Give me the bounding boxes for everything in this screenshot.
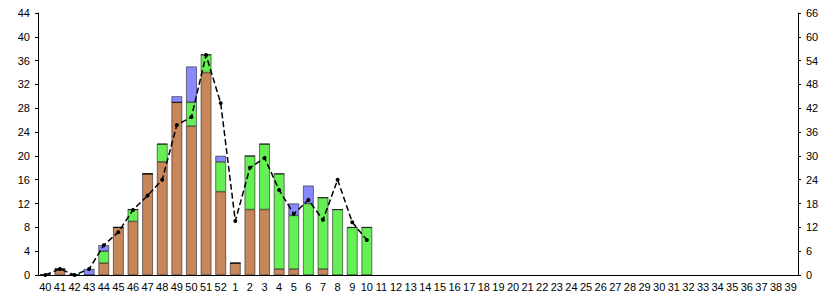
svg-text:4: 4	[276, 281, 282, 293]
svg-text:5: 5	[291, 281, 297, 293]
svg-text:12: 12	[18, 198, 30, 210]
svg-text:0: 0	[806, 269, 812, 281]
svg-text:52: 52	[215, 281, 227, 293]
svg-text:36: 36	[806, 126, 818, 138]
svg-text:37: 37	[755, 281, 767, 293]
svg-text:28: 28	[624, 281, 636, 293]
svg-text:17: 17	[463, 281, 475, 293]
svg-text:47: 47	[141, 281, 153, 293]
svg-text:16: 16	[448, 281, 460, 293]
svg-text:27: 27	[609, 281, 621, 293]
svg-text:10: 10	[361, 281, 373, 293]
svg-text:51: 51	[200, 281, 212, 293]
svg-text:44: 44	[98, 281, 110, 293]
svg-text:23: 23	[551, 281, 563, 293]
svg-text:46: 46	[127, 281, 139, 293]
svg-text:0: 0	[24, 269, 30, 281]
svg-text:60: 60	[806, 31, 818, 43]
svg-text:38: 38	[770, 281, 782, 293]
svg-text:42: 42	[68, 281, 80, 293]
svg-text:8: 8	[24, 221, 30, 233]
svg-text:1: 1	[232, 281, 238, 293]
svg-text:7: 7	[320, 281, 326, 293]
svg-text:6: 6	[305, 281, 311, 293]
svg-text:48: 48	[156, 281, 168, 293]
svg-text:32: 32	[18, 78, 30, 90]
svg-text:50: 50	[185, 281, 197, 293]
svg-text:3: 3	[261, 281, 267, 293]
svg-text:31: 31	[668, 281, 680, 293]
svg-text:30: 30	[806, 150, 818, 162]
svg-text:24: 24	[18, 126, 30, 138]
svg-text:20: 20	[507, 281, 519, 293]
svg-text:24: 24	[806, 174, 818, 186]
svg-text:24: 24	[565, 281, 577, 293]
svg-text:13: 13	[405, 281, 417, 293]
svg-text:36: 36	[741, 281, 753, 293]
svg-text:66: 66	[806, 7, 818, 19]
svg-text:43: 43	[83, 281, 95, 293]
svg-text:36: 36	[18, 55, 30, 67]
svg-text:39: 39	[785, 281, 797, 293]
svg-text:8: 8	[335, 281, 341, 293]
svg-text:29: 29	[638, 281, 650, 293]
svg-text:9: 9	[349, 281, 355, 293]
svg-text:54: 54	[806, 55, 818, 67]
svg-text:25: 25	[580, 281, 592, 293]
svg-text:15: 15	[434, 281, 446, 293]
svg-text:12: 12	[390, 281, 402, 293]
svg-text:34: 34	[711, 281, 723, 293]
svg-text:16: 16	[18, 174, 30, 186]
svg-text:33: 33	[697, 281, 709, 293]
svg-text:44: 44	[18, 7, 30, 19]
svg-text:22: 22	[536, 281, 548, 293]
svg-text:14: 14	[419, 281, 431, 293]
svg-text:41: 41	[54, 281, 66, 293]
svg-text:49: 49	[171, 281, 183, 293]
svg-text:18: 18	[478, 281, 490, 293]
svg-text:18: 18	[806, 198, 818, 210]
svg-text:35: 35	[726, 281, 738, 293]
svg-text:20: 20	[18, 150, 30, 162]
svg-text:42: 42	[806, 102, 818, 114]
svg-text:45: 45	[112, 281, 124, 293]
svg-text:40: 40	[39, 281, 51, 293]
svg-text:2: 2	[247, 281, 253, 293]
svg-text:30: 30	[653, 281, 665, 293]
svg-text:40: 40	[18, 31, 30, 43]
svg-text:6: 6	[806, 245, 812, 257]
svg-text:4: 4	[24, 245, 30, 257]
svg-text:21: 21	[521, 281, 533, 293]
svg-text:19: 19	[492, 281, 504, 293]
svg-text:12: 12	[806, 221, 818, 233]
svg-text:28: 28	[18, 102, 30, 114]
svg-text:26: 26	[595, 281, 607, 293]
svg-text:11: 11	[376, 281, 387, 293]
svg-text:48: 48	[806, 78, 818, 90]
svg-text:32: 32	[682, 281, 694, 293]
